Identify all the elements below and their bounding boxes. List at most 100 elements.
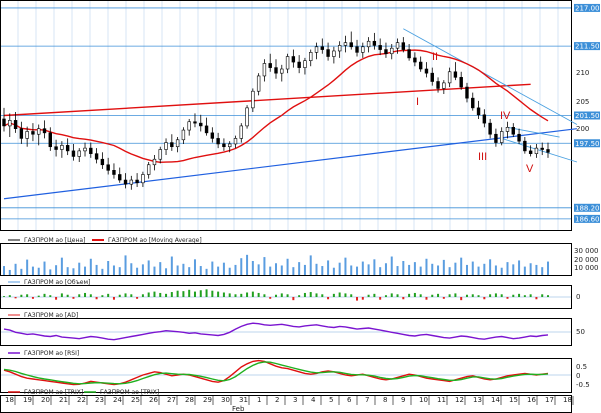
- ad-bar-79: [460, 297, 463, 301]
- volume-bar-11: [66, 267, 69, 275]
- ad-bar-3: [20, 294, 23, 297]
- ad-bar-42: [246, 292, 249, 297]
- candle-70: [407, 44, 411, 61]
- level-label-4: 188.20: [575, 204, 600, 212]
- candle-78: [453, 62, 458, 81]
- volume-bar-66: [384, 263, 387, 275]
- candle-91: [528, 145, 533, 157]
- ad-bar-1: [8, 295, 11, 297]
- candle-77: [447, 67, 452, 88]
- volume-bar-45: [263, 257, 266, 275]
- ad-bar-90: [523, 295, 526, 297]
- volume-bar-68: [396, 266, 399, 275]
- ad-bar-81: [471, 294, 474, 297]
- volume-bar-94: [547, 261, 549, 275]
- candle-49: [285, 53, 290, 74]
- candle-14: [83, 142, 87, 157]
- ad-bar-34: [199, 290, 202, 297]
- volume-bar-64: [373, 259, 376, 275]
- volume-bar-91: [529, 263, 532, 275]
- ad-bar-85: [494, 293, 497, 297]
- volume-bar-44: [257, 264, 260, 275]
- ad-bar-45: [263, 294, 266, 297]
- volume-bar-8: [49, 269, 52, 275]
- ad-bar-28: [165, 293, 168, 297]
- volume-bar-82: [477, 266, 480, 275]
- candle-52: [303, 57, 307, 75]
- volume-bars: [3, 254, 549, 275]
- date-label-24: 11: [437, 396, 446, 404]
- date-label-19: 6: [347, 396, 352, 404]
- candle-1: [8, 113, 12, 138]
- ad-bar-49: [286, 294, 289, 297]
- ad-bar-74: [431, 294, 434, 297]
- candle-79: [459, 71, 463, 90]
- ad-bar-43: [251, 291, 254, 297]
- price-tick-205: 205: [576, 98, 589, 106]
- wave-label-ii: II: [432, 51, 438, 63]
- ad-bar-48: [280, 293, 283, 297]
- volume-bar-34: [199, 266, 202, 275]
- level-label-bg-4: [574, 203, 600, 212]
- volume-bar-6: [37, 267, 40, 275]
- ad-bar-94: [547, 295, 549, 297]
- volume-bar-3: [20, 268, 23, 275]
- date-label-16: 3: [293, 396, 297, 404]
- volume-bar-71: [413, 262, 416, 275]
- horizontal-levels: [1, 7, 571, 220]
- resistance-trendline: [3, 83, 531, 117]
- date-label-21: 8: [383, 396, 387, 404]
- ad-bar-52: [303, 292, 306, 297]
- date-label-6: 24: [113, 396, 122, 404]
- ad-bar-88: [512, 294, 515, 297]
- ad-bar-66: [384, 295, 387, 297]
- candle-22: [129, 175, 134, 190]
- candle-39: [228, 141, 232, 153]
- ad-bar-27: [159, 292, 162, 297]
- wedge-upper: [507, 126, 560, 138]
- volume-bar-1: [8, 269, 11, 275]
- volume-bar-18: [107, 261, 110, 275]
- volume-bar-53: [309, 255, 312, 275]
- candle-35: [204, 117, 209, 136]
- volume-bar-2: [14, 263, 17, 275]
- candle-42: [245, 105, 249, 129]
- date-label-15: 2: [275, 396, 279, 404]
- candle-58: [337, 41, 342, 58]
- level-label-0: 217.00: [575, 4, 600, 12]
- candle-20: [118, 167, 122, 183]
- volume-bar-46: [269, 266, 272, 275]
- volume-bar-16: [95, 264, 98, 275]
- date-label-13: 31: [239, 396, 248, 404]
- ad-bar-44: [257, 292, 260, 297]
- volume-bar-60: [350, 265, 353, 275]
- ad-bar-19: [112, 297, 115, 300]
- date-label-27: 14: [491, 396, 500, 404]
- legend-label-rsi: ГАЗПРОМ ао [RSI]: [24, 350, 79, 357]
- volume-bar-67: [390, 256, 393, 275]
- ad-bar-82: [477, 295, 480, 297]
- ad-bar-58: [338, 292, 341, 297]
- ad-bar-67: [390, 293, 393, 297]
- volume-bar-22: [130, 263, 133, 275]
- volume-bar-51: [298, 262, 301, 275]
- ad-bar-53: [309, 292, 312, 297]
- legend-label-trix-signal: ГАЗПРОМ ао [TRIX]: [100, 389, 159, 396]
- ad-bar-91: [529, 294, 532, 297]
- price-legend: ГАЗПРОМ ао [Цена] ГАЗПРОМ ао [Moving Ave…: [8, 237, 202, 244]
- candle-65: [378, 38, 382, 56]
- volume-bar-25: [147, 260, 150, 275]
- volume-bar-50: [292, 267, 295, 275]
- candle-72: [418, 56, 423, 72]
- volume-bar-79: [460, 257, 463, 275]
- candle-47: [274, 59, 278, 79]
- volume-bar-52: [303, 264, 306, 275]
- volume-bar-42: [246, 254, 249, 275]
- ad-bar-72: [419, 294, 422, 297]
- date-label-25: 12: [455, 396, 464, 404]
- volume-bar-30: [176, 265, 179, 275]
- level-label-2: 201.50: [575, 112, 600, 120]
- volume-bar-73: [425, 258, 428, 275]
- ad-bar-33: [193, 291, 196, 297]
